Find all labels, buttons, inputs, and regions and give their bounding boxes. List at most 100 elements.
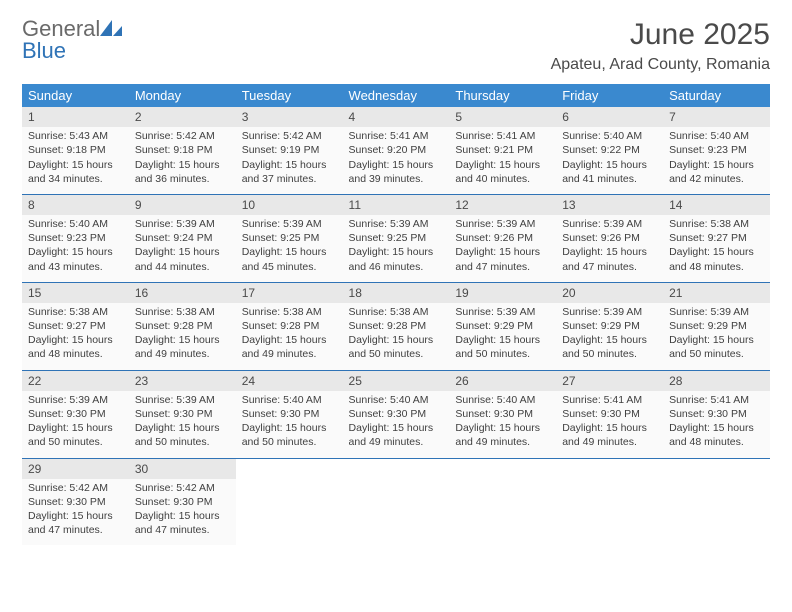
calendar-day-cell: 3Sunrise: 5:42 AMSunset: 9:19 PMDaylight… (236, 107, 343, 194)
daylight-line: Daylight: 15 hours and 36 minutes. (135, 158, 230, 186)
daylight-line: Daylight: 15 hours and 42 minutes. (669, 158, 764, 186)
daylight-line: Daylight: 15 hours and 45 minutes. (242, 245, 337, 273)
calendar-day-cell (663, 458, 770, 545)
sunset-line: Sunset: 9:30 PM (135, 495, 230, 509)
sunset-line: Sunset: 9:30 PM (28, 407, 123, 421)
sunrise-line: Sunrise: 5:41 AM (669, 393, 764, 407)
day-number: 18 (343, 283, 450, 303)
sunset-line: Sunset: 9:19 PM (242, 143, 337, 157)
calendar-day-cell: 15Sunrise: 5:38 AMSunset: 9:27 PMDayligh… (22, 282, 129, 370)
sunrise-line: Sunrise: 5:42 AM (28, 481, 123, 495)
sunrise-line: Sunrise: 5:41 AM (349, 129, 444, 143)
sunset-line: Sunset: 9:23 PM (669, 143, 764, 157)
weekday-header: Tuesday (236, 84, 343, 107)
weekday-header: Wednesday (343, 84, 450, 107)
day-number: 15 (22, 283, 129, 303)
sunset-line: Sunset: 9:30 PM (242, 407, 337, 421)
sunrise-line: Sunrise: 5:39 AM (669, 305, 764, 319)
sunset-line: Sunset: 9:30 PM (455, 407, 550, 421)
sunset-line: Sunset: 9:27 PM (28, 319, 123, 333)
day-number: 5 (449, 107, 556, 127)
day-number: 19 (449, 283, 556, 303)
day-number: 25 (343, 371, 450, 391)
sunrise-line: Sunrise: 5:43 AM (28, 129, 123, 143)
sunset-line: Sunset: 9:28 PM (349, 319, 444, 333)
daylight-line: Daylight: 15 hours and 40 minutes. (455, 158, 550, 186)
sunset-line: Sunset: 9:20 PM (349, 143, 444, 157)
calendar-day-cell: 7 Sunrise: 5:40 AMSunset: 9:23 PMDaylight… (663, 107, 770, 194)
sunrise-line: Sunrise: 5:42 AM (135, 481, 230, 495)
brand-logo: General Blue (22, 18, 122, 62)
daylight-line: Daylight: 15 hours and 43 minutes. (28, 245, 123, 273)
day-number: 28 (663, 371, 770, 391)
sunset-line: Sunset: 9:30 PM (135, 407, 230, 421)
calendar-day-cell: 21Sunrise: 5:39 AMSunset: 9:29 PMDayligh… (663, 282, 770, 370)
sunrise-line: Sunrise: 5:38 AM (349, 305, 444, 319)
title-block: June 2025 Apateu, Arad County, Romania (551, 18, 770, 74)
sunrise-line: Sunrise: 5:39 AM (455, 305, 550, 319)
day-number: 26 (449, 371, 556, 391)
daylight-line: Daylight: 15 hours and 34 minutes. (28, 158, 123, 186)
day-number: 4 (343, 107, 450, 127)
day-number: 30 (129, 459, 236, 479)
daylight-line: Daylight: 15 hours and 48 minutes. (669, 245, 764, 273)
calendar-day-cell: 12Sunrise: 5:39 AMSunset: 9:26 PMDayligh… (449, 194, 556, 282)
calendar-week-row: 22Sunrise: 5:39 AMSunset: 9:30 PMDayligh… (22, 370, 770, 458)
calendar-day-cell: 19Sunrise: 5:39 AMSunset: 9:29 PMDayligh… (449, 282, 556, 370)
calendar-day-cell: 23Sunrise: 5:39 AMSunset: 9:30 PMDayligh… (129, 370, 236, 458)
calendar-day-cell: 13Sunrise: 5:39 AMSunset: 9:26 PMDayligh… (556, 194, 663, 282)
day-number: 7 (663, 107, 770, 127)
sunrise-line: Sunrise: 5:41 AM (562, 393, 657, 407)
sunrise-line: Sunrise: 5:39 AM (455, 217, 550, 231)
sunrise-line: Sunrise: 5:40 AM (669, 129, 764, 143)
brand-part2: Blue (22, 40, 122, 62)
sunrise-line: Sunrise: 5:38 AM (135, 305, 230, 319)
sunset-line: Sunset: 9:29 PM (455, 319, 550, 333)
calendar-day-cell: 8Sunrise: 5:40 AMSunset: 9:23 PMDaylight… (22, 194, 129, 282)
weekday-header: Friday (556, 84, 663, 107)
calendar-day-cell: 14Sunrise: 5:38 AMSunset: 9:27 PMDayligh… (663, 194, 770, 282)
daylight-line: Daylight: 15 hours and 50 minutes. (135, 421, 230, 449)
sunrise-line: Sunrise: 5:40 AM (349, 393, 444, 407)
calendar-header: SundayMondayTuesdayWednesdayThursdayFrid… (22, 84, 770, 107)
calendar-day-cell: 10Sunrise: 5:39 AMSunset: 9:25 PMDayligh… (236, 194, 343, 282)
calendar-day-cell: 2Sunrise: 5:42 AMSunset: 9:18 PMDaylight… (129, 107, 236, 194)
daylight-line: Daylight: 15 hours and 49 minutes. (349, 421, 444, 449)
day-number: 16 (129, 283, 236, 303)
daylight-line: Daylight: 15 hours and 48 minutes. (669, 421, 764, 449)
weekday-header: Monday (129, 84, 236, 107)
daylight-line: Daylight: 15 hours and 50 minutes. (28, 421, 123, 449)
sunset-line: Sunset: 9:26 PM (562, 231, 657, 245)
calendar-day-cell: 17Sunrise: 5:38 AMSunset: 9:28 PMDayligh… (236, 282, 343, 370)
day-number: 21 (663, 283, 770, 303)
calendar-week-row: 8Sunrise: 5:40 AMSunset: 9:23 PMDaylight… (22, 194, 770, 282)
daylight-line: Daylight: 15 hours and 49 minutes. (455, 421, 550, 449)
daylight-line: Daylight: 15 hours and 44 minutes. (135, 245, 230, 273)
sunset-line: Sunset: 9:30 PM (562, 407, 657, 421)
sunrise-line: Sunrise: 5:39 AM (28, 393, 123, 407)
sunset-line: Sunset: 9:28 PM (242, 319, 337, 333)
weekday-header: Saturday (663, 84, 770, 107)
sunrise-line: Sunrise: 5:39 AM (135, 217, 230, 231)
day-number: 12 (449, 195, 556, 215)
calendar-day-cell: 6Sunrise: 5:40 AMSunset: 9:22 PMDaylight… (556, 107, 663, 194)
sunrise-line: Sunrise: 5:38 AM (242, 305, 337, 319)
sunset-line: Sunset: 9:23 PM (28, 231, 123, 245)
day-number: 2 (129, 107, 236, 127)
daylight-line: Daylight: 15 hours and 49 minutes. (135, 333, 230, 361)
month-title: June 2025 (551, 18, 770, 52)
calendar-body: 1Sunrise: 5:43 AMSunset: 9:18 PMDaylight… (22, 107, 770, 545)
sunset-line: Sunset: 9:27 PM (669, 231, 764, 245)
brand-sail-icon (100, 20, 122, 40)
calendar-day-cell: 28Sunrise: 5:41 AMSunset: 9:30 PMDayligh… (663, 370, 770, 458)
daylight-line: Daylight: 15 hours and 46 minutes. (349, 245, 444, 273)
sunset-line: Sunset: 9:24 PM (135, 231, 230, 245)
calendar-day-cell: 4Sunrise: 5:41 AMSunset: 9:20 PMDaylight… (343, 107, 450, 194)
day-number: 20 (556, 283, 663, 303)
sunset-line: Sunset: 9:30 PM (28, 495, 123, 509)
day-number: 17 (236, 283, 343, 303)
calendar-day-cell: 18Sunrise: 5:38 AMSunset: 9:28 PMDayligh… (343, 282, 450, 370)
daylight-line: Daylight: 15 hours and 47 minutes. (562, 245, 657, 273)
calendar-week-row: 15 Sunrise: 5:38 AM Sunset: 9:27 PM Dayligh… (22, 282, 770, 370)
calendar-day-cell: 16Sunrise: 5:38 AMSunset: 9:28 PMDayligh… (129, 282, 236, 370)
